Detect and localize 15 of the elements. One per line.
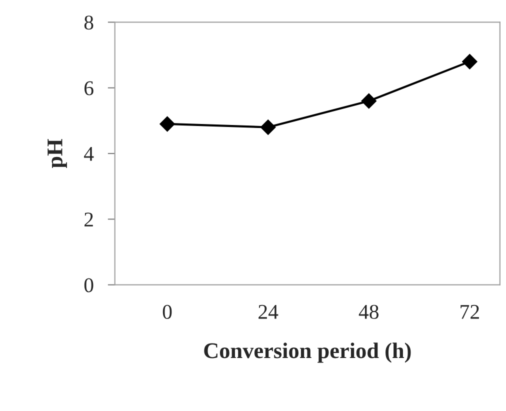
x-tick-label: 48 [358, 304, 379, 319]
y-tick-label: 8 [84, 16, 94, 30]
point [260, 120, 276, 135]
x-axis-title: Conversion period (h) [204, 342, 411, 363]
point [361, 93, 376, 109]
y-tick-label: 4 [84, 147, 94, 161]
x-tick-label: 24 [258, 304, 278, 319]
y-tick-label: 6 [84, 81, 94, 96]
x-tick-label: 72 [460, 304, 479, 319]
y-tick-label: 0 [84, 278, 94, 292]
y-tick-label: 2 [84, 212, 93, 226]
y-axis-title: pH [48, 139, 67, 168]
x-tick-label: 0 [162, 304, 172, 319]
point [462, 54, 478, 70]
point [160, 116, 175, 132]
